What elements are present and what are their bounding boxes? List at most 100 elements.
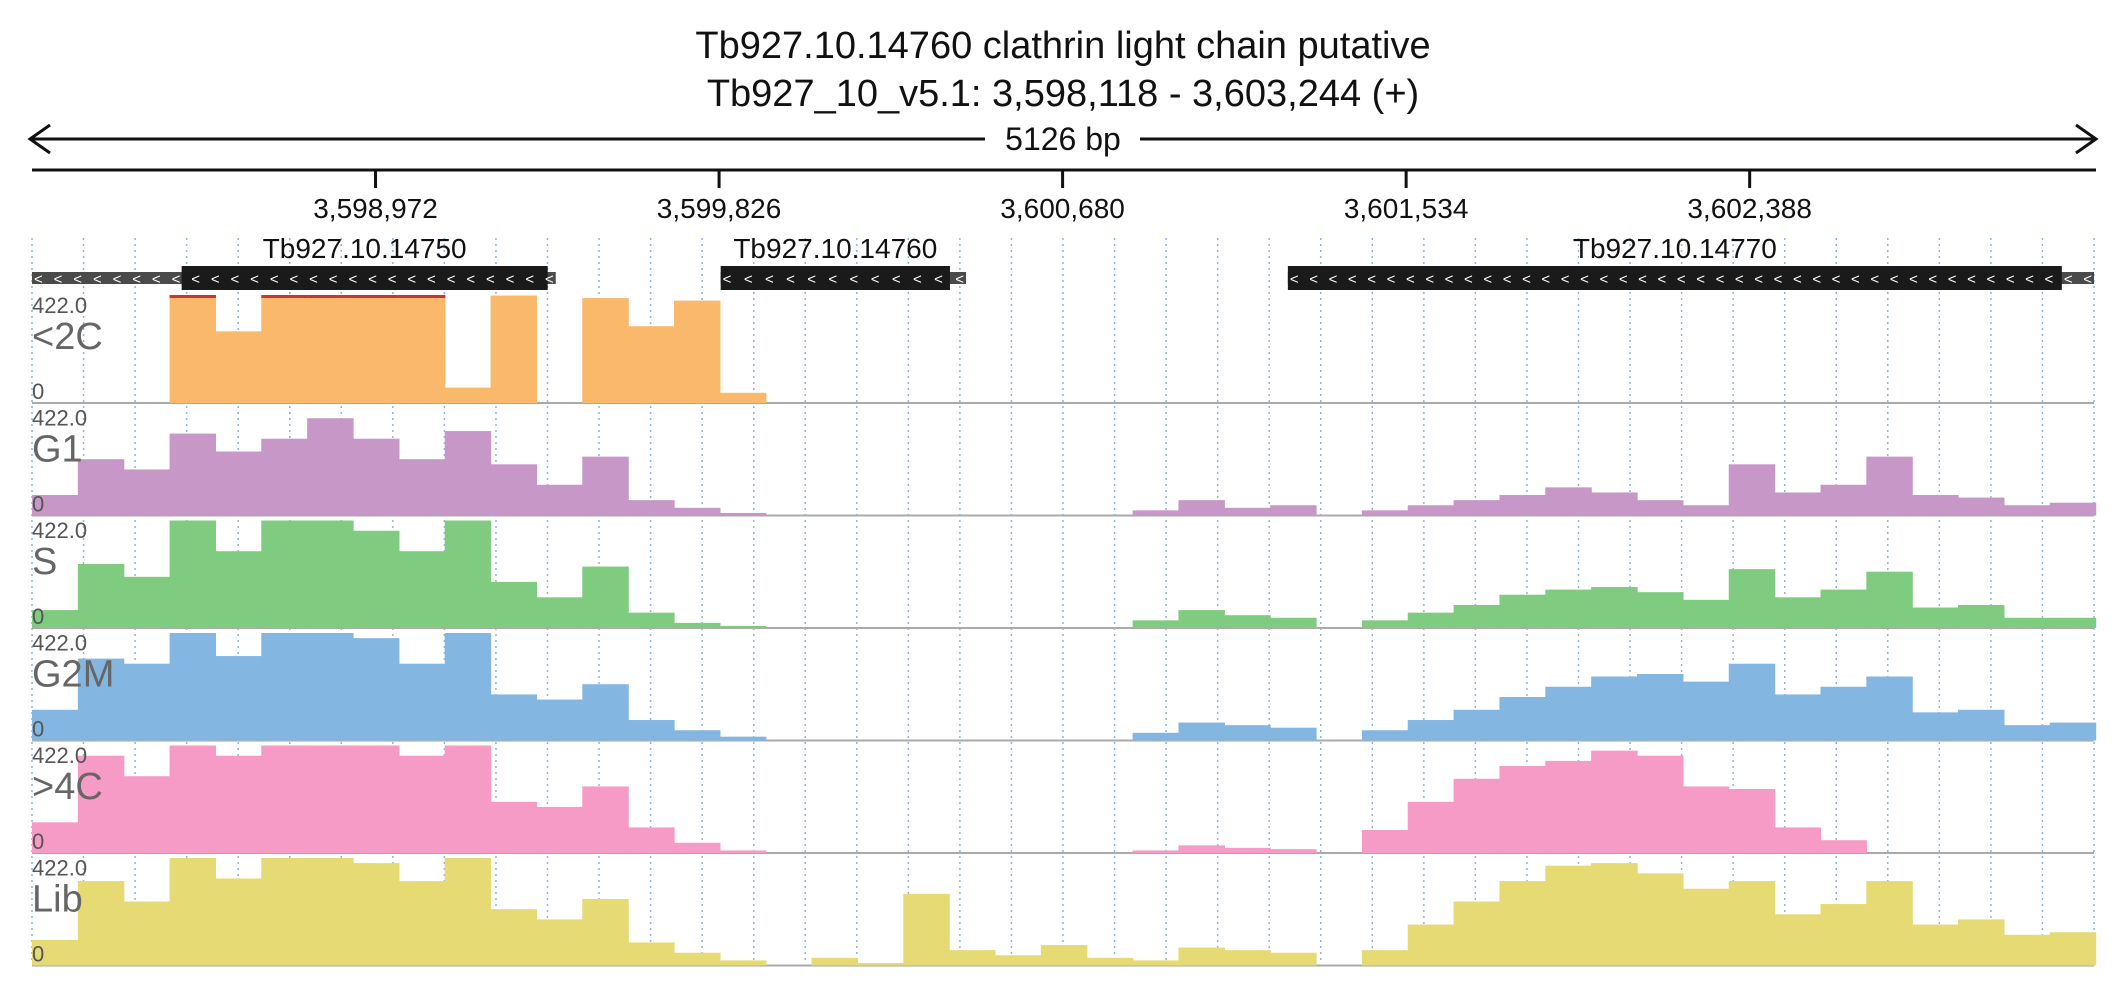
bar-5-12 [582,898,629,966]
bar-4-3 [169,745,217,853]
bar-1-41 [1912,495,1959,516]
bar-2-31 [1453,604,1501,628]
bar-3-26 [1224,725,1271,741]
bar-1-25 [1178,500,1225,516]
bar-2-42 [1958,604,2005,628]
bar-3-42 [1958,709,2005,741]
bar-4-38 [1774,827,1822,853]
bar-5-23 [1086,957,1134,966]
bar-5-15 [719,960,767,966]
bar-5-31 [1453,901,1501,966]
bar-1-26 [1224,507,1271,516]
bar-5-39 [1820,904,1867,966]
bar-5-43 [2003,934,2051,966]
bar-4-2 [123,776,171,853]
bar-3-34 [1591,676,1638,741]
bar-1-0 [32,495,79,516]
bar-4-39 [1820,840,1867,853]
bar-3-14 [674,730,721,741]
bar-5-20 [949,950,996,966]
bar-3-43 [2003,725,2051,741]
bar-3-32 [1499,696,1546,741]
bar-3-41 [1912,712,1959,741]
bar-3-13 [628,720,675,741]
bar-4-9 [444,745,492,853]
bar-5-19 [903,893,950,966]
bar-0-13 [628,326,675,403]
bar-3-6 [307,633,354,741]
bar-2-26 [1224,615,1271,628]
bar-5-1 [77,881,125,966]
gene-label-2: Tb927.10.14770 [1573,233,1777,264]
bar-3-25 [1178,722,1225,741]
bar-1-11 [536,484,583,516]
bar-4-35 [1637,755,1684,853]
bar-4-10 [490,801,538,853]
bar-5-44 [2049,932,2097,966]
bar-1-37 [1728,464,1776,516]
bar-4-27 [1270,849,1317,853]
bar-4-14 [674,842,721,853]
track-2: 422.0 0 S [32,518,2097,629]
bar-4-33 [1545,760,1592,853]
bar-3-39 [1820,686,1867,741]
track-0: 422.0 0 <2C [32,293,2094,404]
bar-0-9 [444,387,492,403]
bar-3-11 [536,699,583,741]
bar-5-5 [261,858,308,966]
bar-4-12 [582,786,629,853]
bar-2-13 [628,612,675,628]
gene-body-1 [720,266,950,290]
bar-2-36 [1682,599,1730,628]
track-name-2: S [32,541,57,583]
bar-5-2 [123,901,171,966]
bar-3-29 [1361,730,1409,741]
bar-2-24 [1132,620,1180,628]
bar-1-36 [1682,505,1730,516]
bar-2-8 [398,551,446,628]
arrow-left-icon [27,123,51,155]
clip-marker-0-3 [169,295,217,298]
bar-4-4 [215,755,262,853]
bar-1-1 [77,459,125,516]
bar-1-6 [307,418,354,516]
bar-4-1 [77,755,125,853]
bar-1-10 [490,464,538,516]
bar-3-30 [1407,720,1455,741]
bar-3-36 [1682,681,1730,741]
bar-1-39 [1820,484,1867,516]
bar-5-11 [536,919,583,966]
bar-5-27 [1270,952,1317,966]
gene-body-2 [1287,266,2062,290]
bar-1-9 [444,431,492,516]
bar-5-6 [307,858,354,966]
gene-body-0 [181,266,548,290]
bar-2-43 [2003,617,2051,628]
bar-4-31 [1453,778,1501,853]
y-min-label-1: 0 [32,492,44,517]
gene-label-0: Tb927.10.14750 [263,233,467,264]
bar-2-10 [490,581,538,628]
bar-2-40 [1866,571,1913,628]
bar-0-7 [353,295,400,403]
bar-2-38 [1774,597,1822,628]
y-min-label-5: 0 [32,942,44,967]
bar-3-7 [353,638,400,741]
y-min-label-3: 0 [32,717,44,742]
y-max-label-1: 422.0 [32,406,87,431]
bar-4-13 [628,827,675,853]
bar-1-32 [1499,495,1546,516]
bar-3-3 [169,633,217,741]
bar-5-17 [811,957,859,966]
bar-3-5 [261,633,308,741]
bar-5-9 [444,858,492,966]
y-min-label-4: 0 [32,829,44,854]
bar-3-8 [398,663,446,741]
bar-1-14 [674,507,721,516]
bar-3-4 [215,656,262,741]
bar-1-30 [1407,505,1455,516]
bar-2-35 [1637,592,1684,628]
bar-0-4 [215,331,262,403]
clip-marker-0-8 [398,295,446,298]
track-name-3: G2M [32,654,114,696]
